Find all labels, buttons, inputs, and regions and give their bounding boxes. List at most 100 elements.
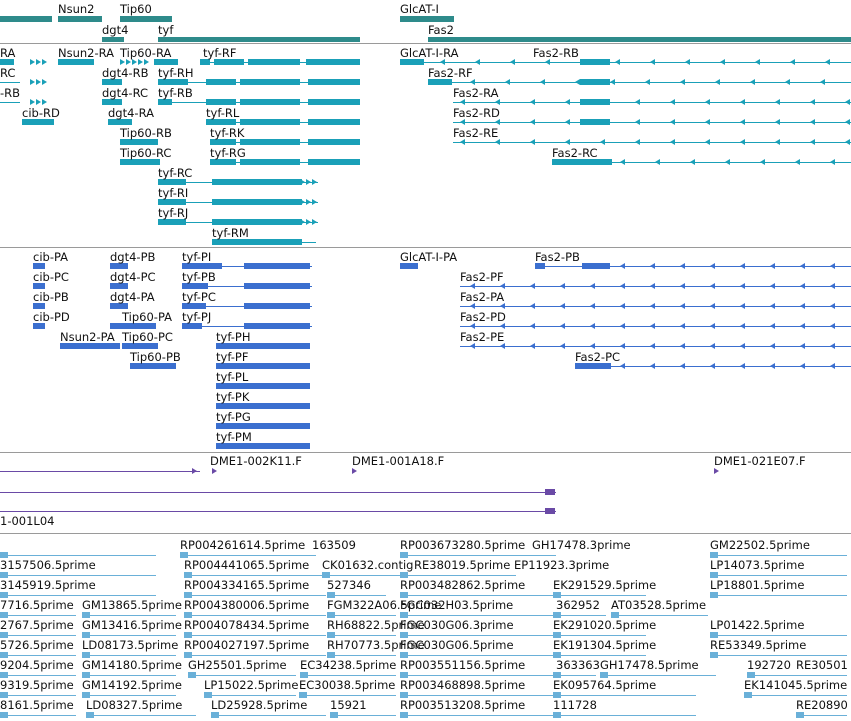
protein-label[interactable]: Fas2-PF: [460, 270, 504, 284]
est-label[interactable]: GM13865.5prime: [82, 598, 182, 612]
est-label[interactable]: 5726.5prime: [0, 638, 74, 652]
est-label[interactable]: EK191304.5prime: [553, 638, 657, 652]
protein-label[interactable]: dgt4-PB: [110, 250, 156, 264]
est-label[interactable]: 9204.5prime: [0, 658, 74, 672]
est-label[interactable]: RP004380006.5prime: [184, 598, 310, 612]
transcript-label[interactable]: Tip60-RA: [120, 46, 172, 60]
transcript-label[interactable]: Fas2-RC: [552, 146, 598, 160]
est-label[interactable]: RP004441065.5prime: [184, 558, 310, 572]
est-label[interactable]: 3157506.5prime: [0, 558, 96, 572]
est-label[interactable]: 2767.5prime: [0, 618, 74, 632]
est-label[interactable]: RE30501: [796, 658, 848, 672]
est-label[interactable]: 111728: [553, 698, 597, 712]
est-label[interactable]: RE38019.5prime: [414, 558, 511, 572]
protein-label[interactable]: cib-PD: [33, 310, 70, 324]
protein-label[interactable]: tyf-PH: [216, 330, 251, 344]
protein-label[interactable]: dgt4-PC: [110, 270, 156, 284]
est-label[interactable]: FGC032H03.5prime: [400, 598, 514, 612]
est-label[interactable]: FGC030G06.5prime: [400, 638, 514, 652]
transcript-label[interactable]: tyf-RL: [206, 106, 240, 120]
protein-label[interactable]: Fas2-PD: [460, 310, 506, 324]
est-label[interactable]: 163509: [312, 538, 356, 552]
est-label[interactable]: 15921: [330, 698, 367, 712]
est-label[interactable]: LP15022.5prime: [204, 678, 299, 692]
transcript-label[interactable]: tyf-RH: [158, 66, 194, 80]
est-label[interactable]: RP003551156.5prime: [400, 658, 526, 672]
transcript-label[interactable]: tyf-RB: [158, 86, 193, 100]
protein-label[interactable]: tyf-PK: [216, 390, 250, 404]
est-label[interactable]: EC34238.5prime: [300, 658, 397, 672]
est-label[interactable]: GM13416.5prime: [82, 618, 182, 632]
est-label[interactable]: GH17478.3prime: [532, 538, 631, 552]
protein-label[interactable]: tyf-PB: [182, 270, 216, 284]
est-label[interactable]: LP18801.5prime: [710, 578, 805, 592]
est-label[interactable]: 8161.5prime: [0, 698, 74, 712]
est-label[interactable]: GM22502.5prime: [710, 538, 810, 552]
est-label[interactable]: EK291020.5prime: [553, 618, 657, 632]
est-label[interactable]: RP003468898.5prime: [400, 678, 526, 692]
est-label[interactable]: EK291529.5prime: [553, 578, 657, 592]
est-label[interactable]: RP004261614.5prime: [180, 538, 306, 552]
protein-label[interactable]: dgt4-PA: [110, 290, 155, 304]
clone-label[interactable]: DME1-001A18.F: [352, 454, 445, 468]
est-label[interactable]: RH70773.5prime: [327, 638, 425, 652]
protein-label[interactable]: cib-PC: [33, 270, 69, 284]
transcript-label[interactable]: Fas2-RE: [453, 126, 499, 140]
protein-label[interactable]: tyf-PG: [216, 410, 251, 424]
transcript-label[interactable]: tyf-RG: [210, 146, 246, 160]
protein-label[interactable]: Nsun2-PA: [60, 330, 115, 344]
transcript-label[interactable]: tyf-RK: [210, 126, 245, 140]
est-label[interactable]: 7716.5prime: [0, 598, 74, 612]
transcript-label[interactable]: Nsun2-RA: [58, 46, 115, 60]
est-label[interactable]: RP003482862.5prime: [400, 578, 526, 592]
protein-label[interactable]: Tip60-PA: [122, 310, 173, 324]
protein-label[interactable]: Fas2-PC: [575, 350, 621, 364]
protein-label[interactable]: tyf-PF: [216, 350, 249, 364]
gene-label[interactable]: Fas2: [428, 23, 454, 37]
protein-label[interactable]: Fas2-PA: [460, 290, 505, 304]
est-label[interactable]: LD08173.5prime: [82, 638, 179, 652]
est-label[interactable]: LD08327.5prime: [86, 698, 183, 712]
est-label[interactable]: 3145919.5prime: [0, 578, 96, 592]
est-label[interactable]: EC30038.5prime: [299, 678, 396, 692]
protein-label[interactable]: tyf-PJ: [182, 310, 212, 324]
transcript-label[interactable]: Fas2-RF: [428, 66, 473, 80]
transcript-label[interactable]: cib-RD: [22, 106, 60, 120]
est-label[interactable]: LD25928.5prime: [211, 698, 308, 712]
transcript-label[interactable]: Fas2-RA: [453, 86, 499, 100]
est-label[interactable]: RP004027197.5prime: [184, 638, 310, 652]
transcript-label[interactable]: tyf-RI: [158, 186, 189, 200]
gene-label[interactable]: tyf: [158, 23, 174, 37]
est-label[interactable]: RH68822.5prime: [327, 618, 425, 632]
est-label[interactable]: GH17478.5prime: [600, 658, 699, 672]
gene-label[interactable]: dgt4: [102, 23, 129, 37]
transcript-label[interactable]: Tip60-RB: [120, 126, 172, 140]
protein-label[interactable]: tyf-PC: [182, 290, 216, 304]
est-label[interactable]: GH25501.5prime: [188, 658, 287, 672]
est-label[interactable]: 192720: [747, 658, 791, 672]
protein-label[interactable]: tyf-PI: [182, 250, 212, 264]
est-label[interactable]: 527346: [327, 578, 371, 592]
transcript-label[interactable]: -RB: [0, 86, 21, 100]
est-label[interactable]: FGC030G06.3prime: [400, 618, 514, 632]
protein-label[interactable]: Tip60-PC: [122, 330, 173, 344]
transcript-label[interactable]: GlcAT-I-RA: [400, 46, 459, 60]
clone-label[interactable]: 1-001L04: [0, 514, 55, 528]
est-label[interactable]: RE20890: [796, 698, 848, 712]
est-label[interactable]: 362952: [556, 598, 600, 612]
transcript-label[interactable]: dgt4-RB: [102, 66, 149, 80]
protein-label[interactable]: cib-PB: [33, 290, 69, 304]
clone-label[interactable]: DME1-021E07.F: [714, 454, 806, 468]
transcript-label[interactable]: dgt4-RA: [108, 106, 154, 120]
est-label[interactable]: LP14073.5prime: [710, 558, 805, 572]
protein-label[interactable]: Fas2-PB: [535, 250, 580, 264]
est-label[interactable]: GM14192.5prime: [82, 678, 182, 692]
protein-label[interactable]: Fas2-PE: [460, 330, 505, 344]
gene-label[interactable]: GlcAT-I: [400, 2, 439, 16]
protein-label[interactable]: Tip60-PB: [130, 350, 181, 364]
est-label[interactable]: EK141045.5prime: [744, 678, 848, 692]
est-label[interactable]: RE53349.5prime: [710, 638, 807, 652]
transcript-label[interactable]: tyf-RC: [158, 166, 193, 180]
est-label[interactable]: FGM322A06.5prime: [327, 598, 442, 612]
